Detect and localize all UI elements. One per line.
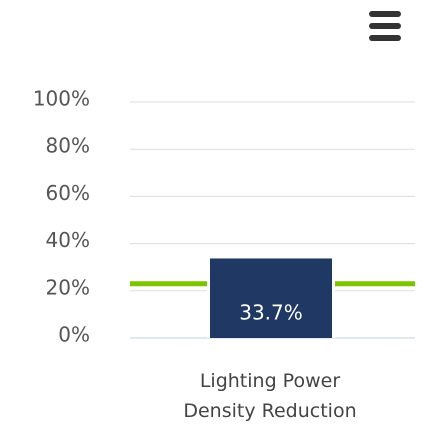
menu-icon[interactable]	[369, 11, 401, 41]
y-tick-label: 20%	[46, 275, 90, 299]
menu-bar	[369, 35, 401, 41]
bar	[210, 258, 332, 338]
y-tick-label: 100%	[33, 87, 90, 111]
data-label: 33.7%	[239, 301, 303, 325]
y-tick-label: 40%	[46, 228, 90, 252]
x-tick-label: Lighting Power Density Reduction	[183, 370, 357, 422]
y-tick-label: 80%	[46, 134, 90, 158]
y-tick-label: 0%	[58, 323, 90, 347]
menu-bar	[369, 11, 401, 17]
y-tick-label: 60%	[46, 181, 90, 205]
menu-bar	[369, 23, 401, 29]
